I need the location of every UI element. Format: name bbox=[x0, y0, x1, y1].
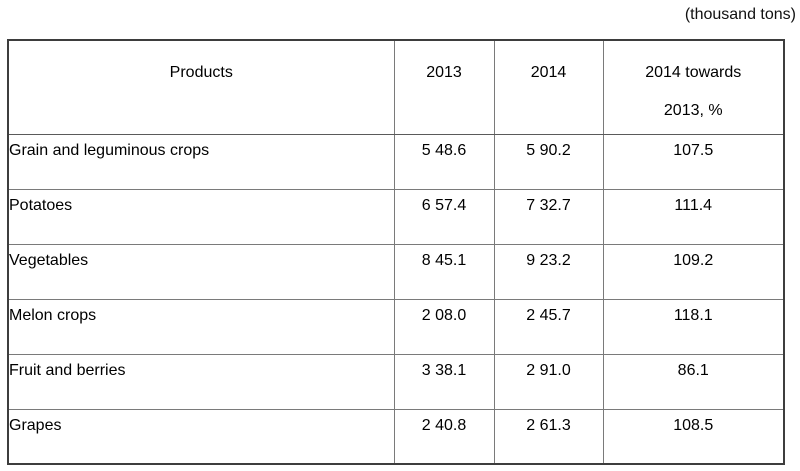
table-row: Grapes 2 40.8 2 61.3 108.5 bbox=[7, 408, 785, 465]
header-ratio-line1: 2014 towards bbox=[645, 64, 742, 81]
product-cell: Fruit and berries bbox=[7, 353, 395, 410]
table-row: Melon crops 2 08.0 2 45.7 118.1 bbox=[7, 298, 785, 355]
header-2014: 2014 bbox=[493, 39, 604, 135]
ratio-cell: 86.1 bbox=[602, 353, 785, 410]
value-2013-cell: 3 38.1 bbox=[393, 353, 495, 410]
value-2014-cell: 7 32.7 bbox=[493, 188, 604, 245]
value-2013-cell: 2 08.0 bbox=[393, 298, 495, 355]
ratio-cell: 107.5 bbox=[602, 133, 785, 190]
header-products: Products bbox=[7, 39, 395, 135]
ratio-cell: 109.2 bbox=[602, 243, 785, 300]
table-header-row: Products 2013 2014 2014 towards 2013, % bbox=[7, 39, 785, 135]
value-2014-cell: 2 45.7 bbox=[493, 298, 604, 355]
ratio-cell: 118.1 bbox=[602, 298, 785, 355]
value-2014-cell: 5 90.2 bbox=[493, 133, 604, 190]
header-ratio: 2014 towards 2013, % bbox=[602, 39, 785, 135]
value-2014-cell: 2 91.0 bbox=[493, 353, 604, 410]
units-note: (thousand tons) bbox=[684, 6, 796, 23]
product-cell: Potatoes bbox=[7, 188, 395, 245]
product-cell: Vegetables bbox=[7, 243, 395, 300]
header-2013: 2013 bbox=[393, 39, 495, 135]
table-row: Potatoes 6 57.4 7 32.7 111.4 bbox=[7, 188, 785, 245]
product-cell: Grapes bbox=[7, 408, 395, 465]
value-2013-cell: 2 40.8 bbox=[393, 408, 495, 465]
value-2013-cell: 8 45.1 bbox=[393, 243, 495, 300]
product-cell: Grain and leguminous crops bbox=[7, 133, 395, 190]
table-row: Vegetables 8 45.1 9 23.2 109.2 bbox=[7, 243, 785, 300]
production-table: Products 2013 2014 2014 towards 2013, % … bbox=[7, 39, 785, 465]
value-2014-cell: 9 23.2 bbox=[493, 243, 604, 300]
value-2013-cell: 5 48.6 bbox=[393, 133, 495, 190]
table-row: Fruit and berries 3 38.1 2 91.0 86.1 bbox=[7, 353, 785, 410]
ratio-cell: 108.5 bbox=[602, 408, 785, 465]
value-2013-cell: 6 57.4 bbox=[393, 188, 495, 245]
header-ratio-line2: 2013, % bbox=[663, 102, 723, 119]
table-row: Grain and leguminous crops 5 48.6 5 90.2… bbox=[7, 133, 785, 190]
ratio-cell: 111.4 bbox=[602, 188, 785, 245]
value-2014-cell: 2 61.3 bbox=[493, 408, 604, 465]
product-cell: Melon crops bbox=[7, 298, 395, 355]
